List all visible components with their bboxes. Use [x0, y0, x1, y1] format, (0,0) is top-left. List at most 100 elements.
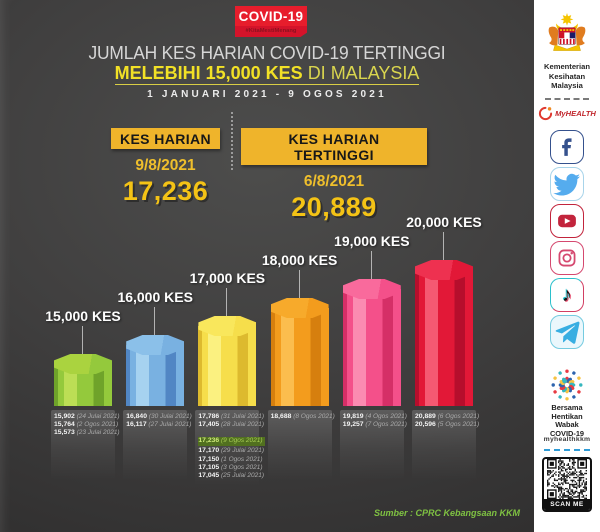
- stat-kes-harian-date: 9/8/2021: [135, 157, 196, 174]
- record-line: 17,150 (1 Ogos 2021): [198, 455, 263, 463]
- poster-panel: COVID-19 #KitaMestiMenang JUMLAH KES HAR…: [0, 0, 534, 532]
- bar-top-face: [415, 260, 473, 280]
- bar-top-face: [126, 335, 185, 355]
- bar-value-label: 20,000 KES: [406, 214, 482, 230]
- tiktok-icon: ♪: [550, 278, 584, 312]
- bar-body: [342, 289, 401, 406]
- instagram-icon: [550, 241, 584, 275]
- scan-me-label: SCAN ME: [544, 499, 590, 510]
- source-note: Sumber : CPRC Kebangsaan KKM: [373, 508, 520, 518]
- record-line: 17,236 (9 Ogos 2021): [198, 437, 265, 446]
- bar-records-box: 17,786 (31 Julai 2021) 17,405 (28 Julai 2…: [195, 410, 265, 486]
- record-line: 18,688 (8 Ogos 2021): [270, 413, 335, 420]
- covid19-badge-title: COVID-19: [235, 6, 307, 26]
- bar-stem: [298, 270, 300, 302]
- bar-cylinder: [342, 279, 401, 406]
- social-handle: myhealthkkm: [543, 436, 591, 443]
- stat-kes-harian-tertinggi-label: KES HARIAN TERTINGGI: [241, 128, 427, 165]
- bersama-line: Hentikan: [551, 411, 583, 421]
- poster-title: JUMLAH KES HARIAN COVID-19 TERTINGGI: [88, 42, 446, 63]
- bar-value-label: 19,000 KES: [334, 233, 410, 249]
- bar-stem: [226, 288, 228, 320]
- bar-body: [126, 345, 185, 406]
- stat-kes-harian: KES HARIAN 9/8/2021 17,236: [88, 128, 243, 207]
- telegram-icon: [550, 315, 584, 349]
- record-line: 16,117 (27 Julai 2021): [126, 421, 192, 429]
- bar-stem: [443, 232, 444, 264]
- stat-kes-harian-tertinggi: KES HARIAN TERTINGGI 6/8/2021 20,889: [241, 128, 427, 223]
- facebook-icon: [550, 130, 584, 164]
- bar-cylinder: [54, 354, 112, 406]
- bar-top-face: [54, 354, 112, 374]
- sidebar-divider: [534, 98, 600, 100]
- bersama-hentikan-wabak-logo-icon: [534, 366, 600, 404]
- record-line: 17,405 (28 Julai 2021): [198, 421, 264, 429]
- subtitle-highlight: MELEBIHI 15,000 KES: [114, 63, 303, 83]
- record-line: 17,045 (25 Julai 2021): [198, 472, 264, 480]
- record-line: 16,840 (30 Julai 2021): [126, 413, 192, 420]
- poster-subtitle: MELEBIHI 15,000 KES DI MALAYSIA: [0, 63, 534, 85]
- record-line: 19,257 (7 Ogos 2021): [342, 421, 407, 429]
- stats-dotted-divider: [231, 112, 233, 170]
- bar-value-label: 17,000 KES: [189, 270, 266, 286]
- record-line: 20,596 (5 Ogos 2021): [415, 421, 480, 429]
- youtube-icon: [550, 204, 584, 238]
- bar-body: [198, 326, 257, 406]
- record-line: 20,889 (6 Ogos 2021): [415, 413, 480, 420]
- record-line: 17,105 (3 Ogos 2021): [198, 463, 263, 471]
- bar-cylinder: [198, 316, 257, 406]
- bar-top-face: [270, 298, 329, 318]
- bar-records-box: 19,819 (4 Ogos 2021) 19,257 (7 Ogos 2021): [339, 410, 407, 480]
- record-line: 15,902 (24 Julai 2021): [54, 413, 120, 420]
- myhealth-swoosh-icon: [539, 106, 553, 121]
- bar-body: [270, 308, 329, 406]
- bersama-line: COVID-19: [549, 428, 585, 438]
- covid19-badge-hashtag: #KitaMestiMenang: [235, 26, 307, 37]
- bersama-line: Wabak: [555, 420, 579, 430]
- malaysia-coat-of-arms-icon: [534, 12, 600, 60]
- sidebar: Kementerian Kesihatan Malaysia MyHEALTH …: [534, 0, 600, 532]
- ministry-line: Malaysia: [551, 81, 583, 91]
- bar-records-box: 18,688 (8 Ogos 2021): [267, 410, 335, 480]
- bar-chart: 15,000 KES 15,902 (24 Julai 2021) 15,764 (…: [45, 214, 482, 486]
- twitter-icon: [550, 167, 584, 201]
- bar-value-label: 18,000 KES: [261, 252, 338, 268]
- sidebar-divider-blue: [534, 449, 600, 451]
- record-line: 19,819 (4 Ogos 2021): [342, 413, 407, 420]
- record-line: 15,573 (23 Julai 2021): [54, 429, 120, 437]
- social-icons: ♪: [534, 130, 600, 349]
- qr-code: SCAN ME: [534, 457, 600, 512]
- bar-value-label: 16,000 KES: [117, 289, 193, 305]
- ministry-line: Kesihatan: [548, 71, 586, 81]
- covid19-badge: COVID-19 #KitaMestiMenang: [235, 6, 307, 37]
- date-range: 1 JANUARI 2021 - 9 OGOS 2021: [147, 89, 387, 100]
- bar-cylinder: [415, 260, 473, 406]
- bar-body: [415, 270, 473, 406]
- bar-stem: [82, 326, 83, 358]
- bar-stem: [154, 307, 156, 339]
- bar-cylinder: [270, 298, 329, 406]
- myhealth-logo: MyHEALTH: [534, 106, 600, 121]
- myhealth-label: MyHEALTH: [555, 109, 596, 118]
- record-line: 17,786 (31 Julai 2021): [198, 413, 264, 420]
- bar-value-label: 15,000 KES: [45, 308, 121, 324]
- bar-cylinder: [126, 335, 185, 406]
- bersama-line: Bersama: [551, 403, 583, 412]
- bar-records-box: 20,889 (6 Ogos 2021) 20,596 (5 Ogos 2021): [412, 410, 480, 480]
- stat-kes-harian-tertinggi-value: 20,889: [291, 192, 377, 222]
- stat-kes-harian-value: 17,236: [122, 176, 209, 206]
- bar-stem: [370, 251, 372, 283]
- record-line: 17,170 (29 Julai 2021): [198, 447, 264, 455]
- bar-records-box: 16,840 (30 Julai 2021) 16,117 (27 Julai 2…: [123, 410, 192, 480]
- bar-records-box: 15,902 (24 Julai 2021) 15,764 (2 Ogos 202…: [51, 410, 120, 480]
- ministry-name: Kementerian Kesihatan Malaysia: [534, 62, 600, 91]
- bar-top-face: [198, 316, 257, 336]
- ministry-line: Kementerian: [543, 62, 590, 71]
- stat-kes-harian-label: KES HARIAN: [110, 128, 221, 149]
- stat-kes-harian-tertinggi-date: 6/8/2021: [303, 173, 365, 190]
- bersama-text: Bersama Hentikan Wabak COVID-19: [534, 403, 600, 438]
- subtitle-location: DI MALAYSIA: [307, 63, 420, 83]
- bar-top-face: [342, 279, 401, 299]
- record-line: 15,764 (2 Ogos 2021): [54, 421, 119, 429]
